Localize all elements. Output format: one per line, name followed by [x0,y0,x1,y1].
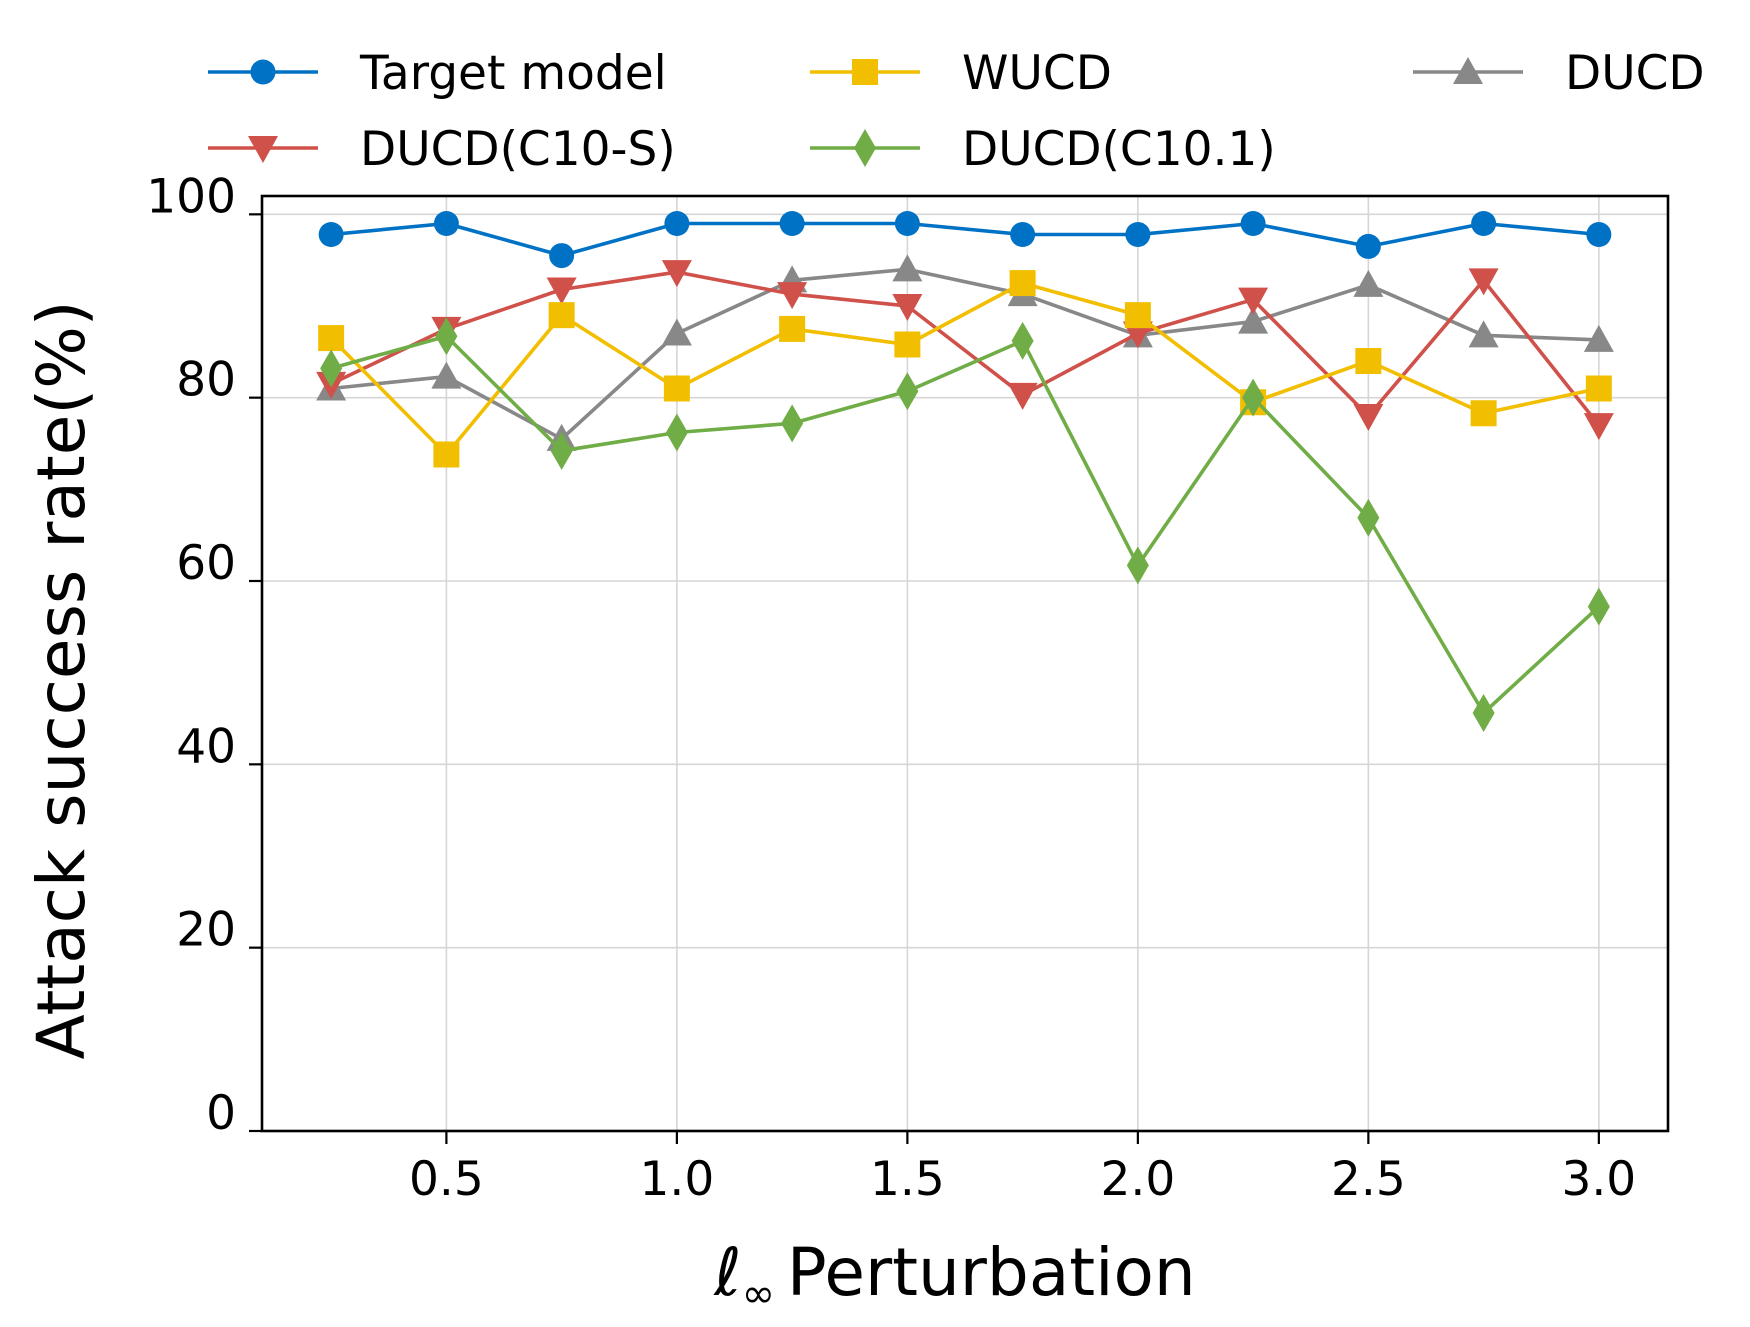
data-point-ducd-c10-s [1353,404,1384,431]
legend-label: DUCD [1565,46,1705,101]
y-tick-label: 80 [176,353,236,408]
y-tick-label: 40 [176,719,236,774]
data-point-ducd-c10-s [661,260,692,288]
data-point-ducd-c10-s [1122,321,1153,349]
data-point-ducd-c10-1 [320,349,343,388]
data-point-ducd [1468,320,1499,348]
data-point-ducd-c10-1 [550,431,573,470]
y-axis-title: Attack success rate(%) [23,300,100,1059]
data-point-ducd-c10-1 [1587,587,1610,626]
data-point-wucd [1124,302,1151,329]
series-line-ducd-c10-1 [330,334,1601,715]
x-axis-symbol: ℓ [713,1234,741,1311]
x-tick-label: 0.5 [409,1152,484,1207]
legend-marker [852,59,878,85]
legend-item-wucd: WUCD [810,46,1112,101]
x-tick-label: 1.0 [640,1152,715,1207]
data-point-ducd-c10-1 [1011,321,1034,360]
data-point-wucd [1585,375,1612,402]
data-point-target-model [779,211,805,236]
legend-marker [1453,57,1483,84]
data-point-ducd-c10-s [1468,268,1499,296]
data-point-ducd [661,318,692,346]
data-point-ducd-c10-1 [665,413,688,452]
data-point-ducd-c10-1 [896,372,919,411]
data-point-target-model [1010,222,1036,247]
x-axis-subscript: ∞ [742,1271,775,1317]
legend-marker [854,129,876,167]
data-point-ducd-c10-s [777,282,808,310]
data-point-target-model [1586,222,1612,247]
x-axis-title: ℓ∞ Perturbation [713,1234,1195,1317]
legend-item-ducd-c10-s: DUCD(C10-S) [208,122,676,177]
series-target-model [318,211,1612,269]
legend: Target model WUCD DUCD DUCD(C10-S) DUCD(C10.… [208,46,1705,177]
x-tick-label: 1.5 [870,1152,945,1207]
legend-marker [248,136,278,163]
plot-frame [260,194,1670,1133]
data-point-target-model [1240,211,1266,236]
data-point-wucd [548,302,575,329]
data-point-ducd-c10-s [892,294,923,321]
y-tick-label: 0 [206,1086,236,1141]
data-point-ducd [892,254,923,282]
series-line-wucd [329,281,1600,457]
x-tick-label: 2.5 [1331,1152,1406,1207]
x-tick-label: 2.0 [1100,1152,1175,1207]
data-point-ducd-c10-s [1583,413,1614,441]
legend-label: Target model [359,46,667,101]
data-point-wucd [1009,270,1036,297]
data-point-wucd [1355,348,1382,374]
legend-label: DUCD(C10.1) [962,122,1276,177]
data-point-target-model [894,211,920,236]
series-wucd [318,270,1612,468]
data-point-ducd-c10-1 [1126,546,1149,585]
axis-ticks: 0.5 1.0 1.5 2.0 2.5 3.0 0 20 40 60 80 100 [146,169,1636,1207]
data-point-ducd-c10-s [1007,382,1038,410]
legend-marker [250,59,276,85]
data-point-ducd-c10-1 [1357,498,1380,537]
legend-item-ducd-c10-1: DUCD(C10.1) [810,122,1276,177]
series-line-target-model [330,221,1600,258]
data-point-target-model [549,243,575,269]
data-point-ducd-c10-1 [435,317,458,356]
data-point-target-model [664,211,690,236]
data-point-wucd [894,331,921,358]
series-line-ducd-c10-s [330,270,1601,427]
grid-lines [262,196,1668,1132]
legend-item-ducd: DUCD [1413,46,1705,101]
data-point-wucd [663,375,690,402]
y-tick-label: 20 [176,903,236,958]
data-point-wucd [779,315,806,342]
data-point-ducd-c10-s [546,277,577,305]
data-point-wucd [318,325,345,352]
x-axis-text: Perturbation [787,1234,1196,1311]
data-point-ducd [1353,269,1384,297]
data-point-target-model [1471,211,1497,236]
data-point-target-model [1125,222,1151,247]
data-point-ducd-c10-1 [1472,694,1495,732]
data-point-ducd [431,361,462,389]
data-point-ducd-c10-s [1238,287,1269,315]
legend-label: WUCD [962,46,1112,101]
data-point-target-model [318,222,344,247]
y-tick-label: 100 [146,169,236,224]
data-point-ducd [1238,306,1269,334]
legend-label: DUCD(C10-S) [360,122,676,177]
y-tick-label: 60 [176,536,236,591]
series-line-ducd [330,267,1599,441]
data-point-ducd [1583,324,1614,352]
data-point-ducd-c10-1 [781,404,804,443]
legend-item-target-model: Target model [208,46,667,101]
data-point-ducd-c10-1 [1242,378,1265,417]
data-point-wucd [433,441,460,468]
data-point-target-model [433,211,459,236]
series-ducd-c10-1 [320,317,1610,732]
x-tick-label: 3.0 [1561,1152,1636,1207]
series-layer [316,211,1614,732]
data-point-wucd [1470,400,1497,427]
data-point-target-model [1355,233,1381,259]
